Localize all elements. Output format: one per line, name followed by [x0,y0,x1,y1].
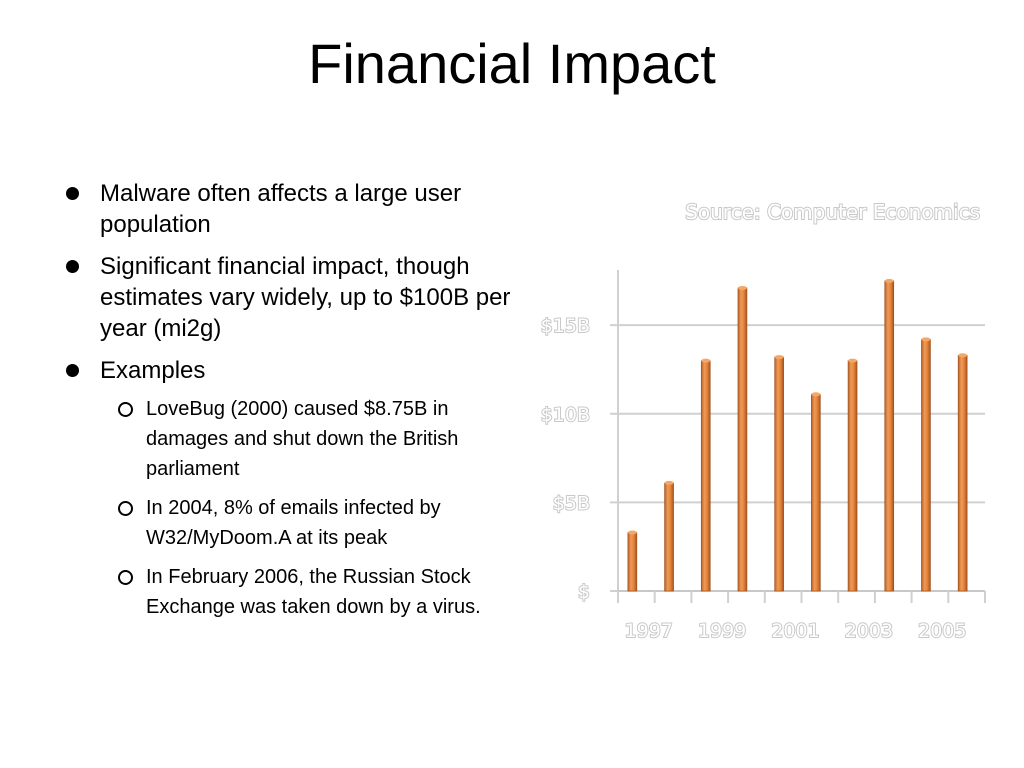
sub-bullet-text: In 2004, 8% of emails infected by W32/My… [146,497,441,549]
bar-cap [958,353,968,358]
bullet-item: Examples LoveBug (2000) caused $8.75B in… [64,355,520,622]
bar-cap [774,355,784,360]
bullet-ring-icon [118,402,133,417]
bar-cap [701,358,711,363]
bar-cap [921,337,931,342]
bar-2003 [847,360,858,592]
x-tick-label: 2003 [845,620,893,642]
bar-2005 [921,339,931,592]
bar-2000 [737,287,748,592]
sub-bullet-text: LoveBug (2000) caused $8.75B in damages … [146,398,459,480]
bullet-text: Examples [100,357,206,384]
bar-chart: Source: Computer Economics $$5B$10B$15B … [540,199,986,643]
bullet-text: Significant financial impact, though est… [100,253,511,342]
y-tick-label: $ [578,581,590,603]
x-tick-label: 2005 [918,620,966,642]
y-tick-label: $5B [553,492,590,514]
bar-cap [811,392,821,397]
bullet-ring-icon [118,570,133,585]
bullet-item: Malware often affects a large user popul… [64,178,520,240]
bullet-text: Malware often affects a large user popul… [100,180,462,238]
slide-title: Financial Impact [308,32,716,95]
x-tick-label: 2001 [771,620,819,642]
bar-2001 [774,356,784,592]
bar-1997 [627,532,638,592]
bar-2004 [884,280,895,592]
sub-bullet-item: LoveBug (2000) caused $8.75B in damages … [100,394,520,484]
bar-cap [627,530,637,535]
bullet-dot-icon [66,260,79,273]
sub-bullet-item: In 2004, 8% of emails infected by W32/My… [100,493,520,553]
y-tick-label: $10B [541,404,590,426]
bullet-item: Significant financial impact, though est… [64,251,520,344]
bullet-list: Malware often affects a large user popul… [64,178,520,633]
y-tick-label: $15B [541,315,590,337]
bar-cap [884,278,894,283]
bar-2006 [957,354,968,592]
bar-cap [664,480,674,485]
sub-bullet-text: In February 2006, the Russian Stock Exch… [146,566,481,618]
bullet-dot-icon [66,364,79,377]
chart-title: Source: Computer Economics [685,200,980,224]
sub-bullet-list: LoveBug (2000) caused $8.75B in damages … [100,394,520,622]
bullet-dot-icon [66,187,79,200]
sub-bullet-item: In February 2006, the Russian Stock Exch… [100,562,520,622]
bar-cap [848,358,858,363]
x-tick-label: 1997 [625,620,673,642]
bar-2002 [811,393,821,592]
bar-1999 [700,360,711,592]
bar-1998 [664,482,674,592]
bar-cap [737,285,747,290]
x-tick-label: 1999 [698,620,746,642]
bullet-ring-icon [118,501,133,516]
